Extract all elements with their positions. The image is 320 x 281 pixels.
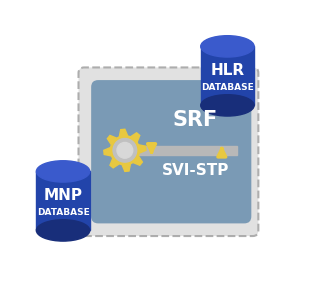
Ellipse shape (201, 95, 254, 116)
Text: DATABASE: DATABASE (201, 83, 254, 92)
Ellipse shape (201, 36, 254, 57)
Circle shape (117, 142, 133, 158)
Text: HLR: HLR (210, 63, 244, 78)
Polygon shape (131, 146, 237, 155)
Text: DATABASE: DATABASE (37, 208, 89, 217)
Text: SRF: SRF (172, 110, 218, 130)
Text: SVI-STP: SVI-STP (161, 162, 229, 178)
Circle shape (113, 139, 137, 162)
Ellipse shape (36, 220, 90, 241)
Polygon shape (104, 129, 146, 171)
Polygon shape (201, 46, 254, 105)
Text: MNP: MNP (44, 188, 83, 203)
Ellipse shape (36, 161, 90, 182)
FancyBboxPatch shape (91, 80, 251, 223)
Polygon shape (36, 171, 90, 230)
FancyBboxPatch shape (78, 67, 258, 236)
